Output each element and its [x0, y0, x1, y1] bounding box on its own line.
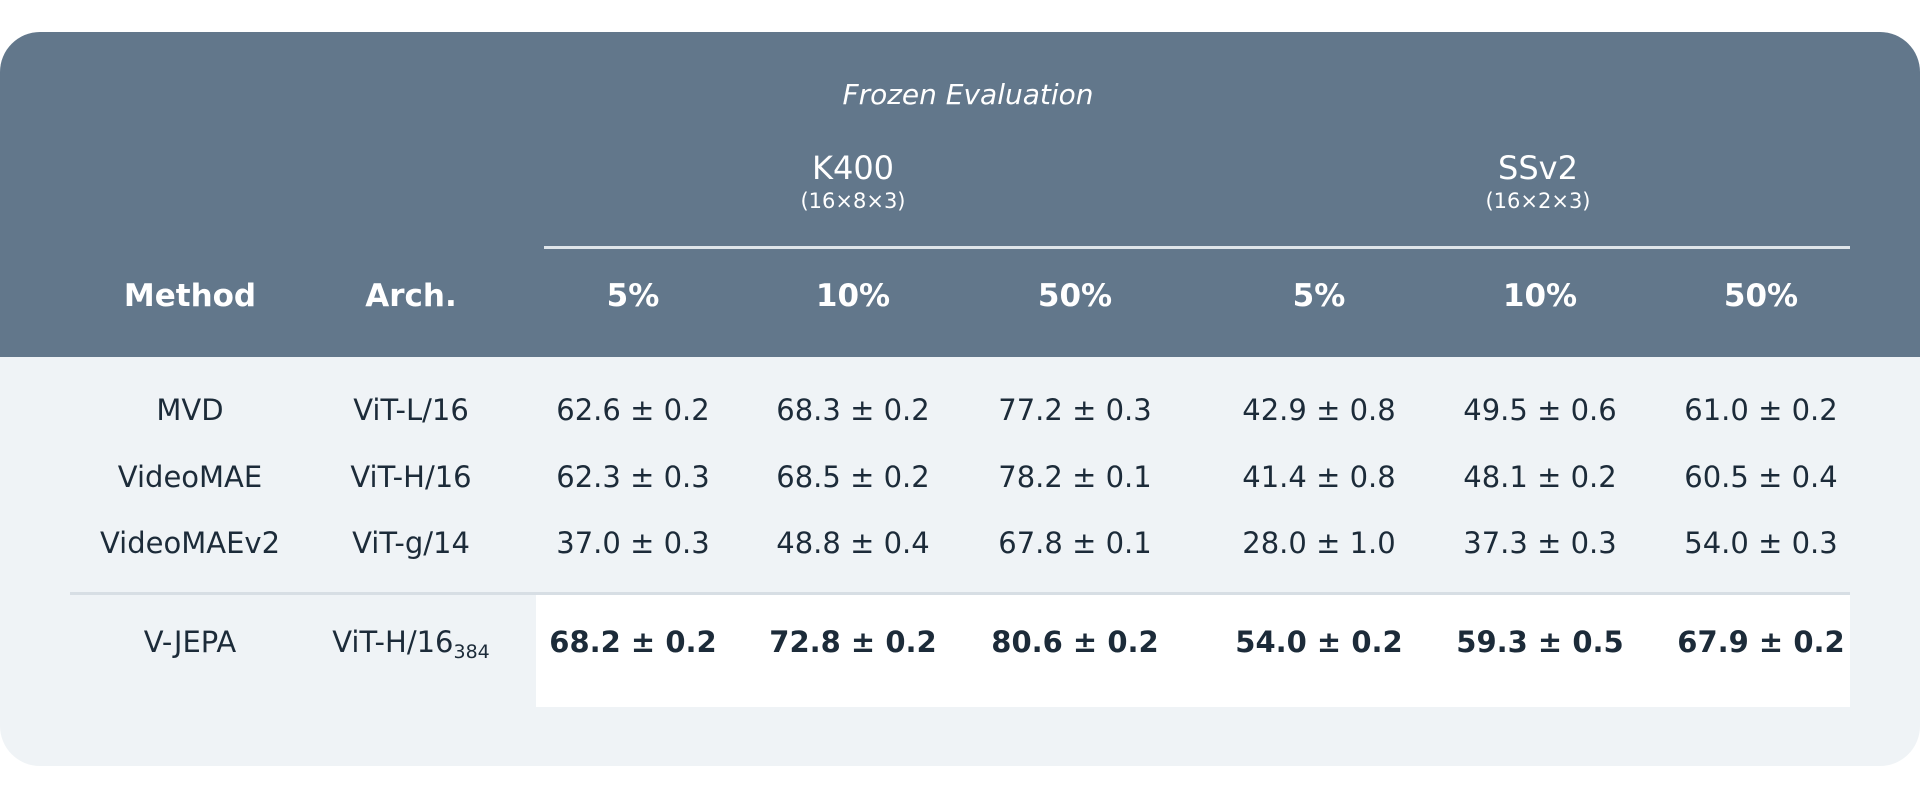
cell-value: 37.3 ± 0.3 — [1463, 526, 1617, 560]
cell-arch-base: ViT-H/16 — [332, 625, 454, 659]
cell-value: 61.0 ± 0.2 — [1684, 393, 1838, 427]
column-header-ssv2-10: 10% — [1502, 278, 1578, 314]
cell-value-best: 67.9 ± 0.2 — [1677, 625, 1845, 659]
highlight-row-background — [536, 595, 1850, 707]
column-header-k400-50: 50% — [1037, 278, 1113, 314]
cell-arch: ViT-L/16 — [353, 393, 469, 427]
results-table-card: Frozen Evaluation K400 (16×8×3) SSv2 (16… — [0, 32, 1920, 766]
cell-value: 60.5 ± 0.4 — [1684, 460, 1838, 494]
cell-value: 48.1 ± 0.2 — [1463, 460, 1617, 494]
cell-value: 37.0 ± 0.3 — [556, 526, 710, 560]
cell-method: MVD — [156, 393, 224, 427]
group-k400: K400 (16×8×3) — [653, 148, 1053, 214]
cell-value-best: 54.0 ± 0.2 — [1235, 625, 1403, 659]
group-header-frozen-evaluation: Frozen Evaluation — [842, 78, 1094, 111]
cell-value-best: 80.6 ± 0.2 — [991, 625, 1159, 659]
cell-value: 54.0 ± 0.3 — [1684, 526, 1838, 560]
cell-value: 68.5 ± 0.2 — [776, 460, 930, 494]
cell-value: 48.8 ± 0.4 — [776, 526, 930, 560]
group-k400-sub: (16×8×3) — [800, 189, 906, 213]
group-ssv2-name: SSv2 — [1498, 149, 1578, 187]
cell-value: 67.8 ± 0.1 — [998, 526, 1152, 560]
cell-value-best: 59.3 ± 0.5 — [1456, 625, 1624, 659]
column-header-k400-10: 10% — [815, 278, 891, 314]
cell-value: 49.5 ± 0.6 — [1463, 393, 1617, 427]
cell-value: 62.6 ± 0.2 — [556, 393, 710, 427]
cell-value: 41.4 ± 0.8 — [1242, 460, 1396, 494]
cell-value: 62.3 ± 0.3 — [556, 460, 710, 494]
group-ssv2: SSv2 (16×2×3) — [1338, 148, 1738, 214]
cell-method: V-JEPA — [143, 625, 237, 659]
cell-arch: ViT-H/16384 — [291, 625, 531, 663]
cell-value: 77.2 ± 0.3 — [998, 393, 1152, 427]
cell-method: VideoMAEv2 — [99, 526, 281, 560]
column-header-k400-5: 5% — [606, 278, 660, 314]
column-header-method: Method — [123, 278, 257, 314]
cell-value: 28.0 ± 1.0 — [1242, 526, 1396, 560]
column-header-arch: Arch. — [365, 278, 457, 314]
column-header-ssv2-5: 5% — [1292, 278, 1346, 314]
cell-value: 78.2 ± 0.1 — [998, 460, 1152, 494]
cell-arch: ViT-H/16 — [350, 460, 472, 494]
cell-method: VideoMAE — [117, 460, 263, 494]
group-divider — [544, 246, 1850, 249]
cell-arch: ViT-g/14 — [352, 526, 470, 560]
row-separator — [70, 592, 1850, 595]
cell-value-best: 72.8 ± 0.2 — [769, 625, 937, 659]
group-ssv2-sub: (16×2×3) — [1485, 189, 1591, 213]
cell-value: 42.9 ± 0.8 — [1242, 393, 1396, 427]
cell-arch-subscript: 384 — [453, 641, 490, 663]
cell-value-best: 68.2 ± 0.2 — [549, 625, 717, 659]
column-header-ssv2-50: 50% — [1723, 278, 1799, 314]
group-k400-name: K400 — [811, 149, 895, 187]
table-header: Frozen Evaluation K400 (16×8×3) SSv2 (16… — [0, 32, 1920, 357]
cell-value: 68.3 ± 0.2 — [776, 393, 930, 427]
